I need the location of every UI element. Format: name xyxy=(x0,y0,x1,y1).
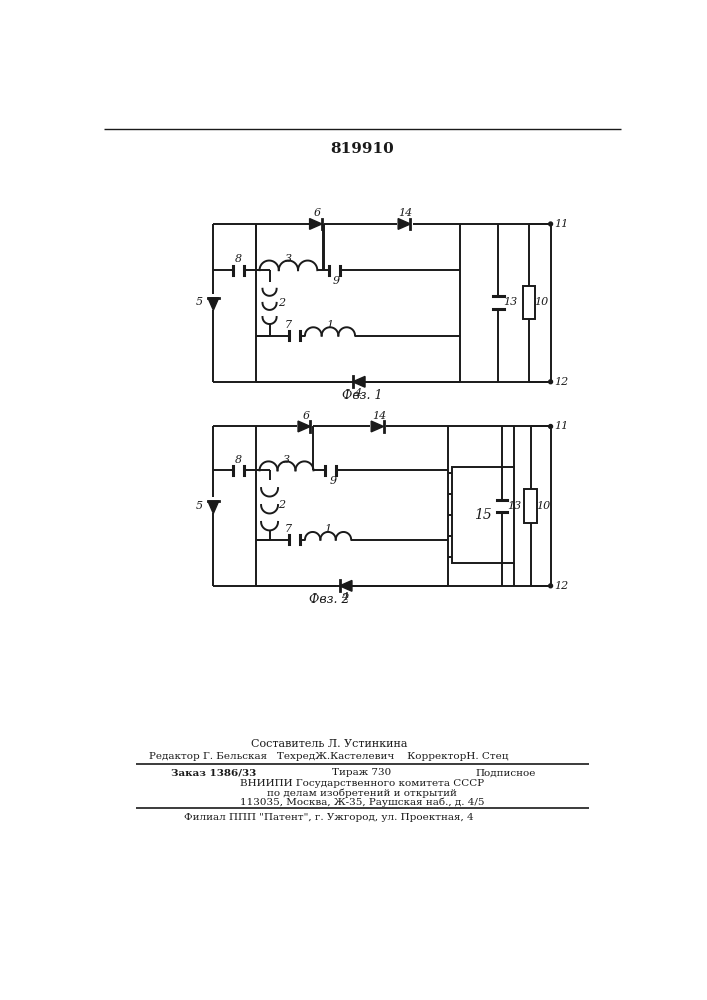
Circle shape xyxy=(549,584,553,588)
Circle shape xyxy=(549,222,553,226)
Text: Составитель Л. Устинкина: Составитель Л. Устинкина xyxy=(250,739,407,749)
Text: 2: 2 xyxy=(279,298,286,308)
Bar xyxy=(523,286,535,319)
Text: 1: 1 xyxy=(327,320,334,330)
Text: 13: 13 xyxy=(508,501,522,511)
Text: 819910: 819910 xyxy=(330,142,394,156)
Text: Тираж 730: Тираж 730 xyxy=(332,768,392,777)
Text: 11: 11 xyxy=(554,421,568,431)
Circle shape xyxy=(549,380,553,384)
Polygon shape xyxy=(298,421,310,432)
Text: 4: 4 xyxy=(341,592,348,602)
Text: 7: 7 xyxy=(284,320,291,330)
Text: по делам изобретений и открытий: по делам изобретений и открытий xyxy=(267,788,457,798)
Text: 7: 7 xyxy=(284,524,291,534)
Text: 2: 2 xyxy=(279,500,286,510)
Text: 13: 13 xyxy=(503,297,518,307)
Polygon shape xyxy=(208,298,218,310)
Text: Фвз. 2: Фвз. 2 xyxy=(308,593,349,606)
Polygon shape xyxy=(398,219,411,229)
Text: 10: 10 xyxy=(534,297,549,307)
Circle shape xyxy=(549,425,553,428)
Text: 9: 9 xyxy=(333,276,340,286)
Text: 5: 5 xyxy=(196,501,203,511)
Text: ВНИИПИ Государственного комитета СССР: ВНИИПИ Государственного комитета СССР xyxy=(240,779,484,788)
Text: 12: 12 xyxy=(554,581,568,591)
Polygon shape xyxy=(353,376,365,387)
Polygon shape xyxy=(371,421,383,432)
Text: 3: 3 xyxy=(285,254,292,264)
Text: Редактор Г. Бельская   ТехредЖ.Кастелевич    КорректорН. Стец: Редактор Г. Бельская ТехредЖ.Кастелевич … xyxy=(149,752,508,761)
Text: Подписное: Подписное xyxy=(476,768,536,777)
Polygon shape xyxy=(339,580,352,591)
Text: 8: 8 xyxy=(235,254,243,264)
Text: 14: 14 xyxy=(399,208,413,218)
Text: 113035, Москва, Ж-35, Раушская наб., д. 4/5: 113035, Москва, Ж-35, Раушская наб., д. … xyxy=(240,797,484,807)
Text: 11: 11 xyxy=(554,219,568,229)
Text: Заказ 1386/33: Заказ 1386/33 xyxy=(170,768,256,777)
Text: Филиал ППП "Патент", г. Ужгород, ул. Проектная, 4: Филиал ППП "Патент", г. Ужгород, ул. Про… xyxy=(184,813,474,822)
Text: Фвз. 1: Фвз. 1 xyxy=(341,389,382,402)
Text: 1: 1 xyxy=(325,524,332,534)
Text: 3: 3 xyxy=(283,455,290,465)
Text: 6: 6 xyxy=(302,411,309,421)
Text: 4: 4 xyxy=(354,388,361,398)
Polygon shape xyxy=(208,501,218,513)
Text: 15: 15 xyxy=(474,508,491,522)
Text: 8: 8 xyxy=(235,455,243,465)
Text: 9: 9 xyxy=(329,476,337,486)
Text: 5: 5 xyxy=(196,297,203,307)
Text: 10: 10 xyxy=(536,501,550,511)
Text: 12: 12 xyxy=(554,377,568,387)
Polygon shape xyxy=(310,219,322,229)
Text: 14: 14 xyxy=(372,411,386,421)
Bar xyxy=(452,466,514,563)
Bar xyxy=(525,489,537,523)
Text: 6: 6 xyxy=(314,208,321,218)
